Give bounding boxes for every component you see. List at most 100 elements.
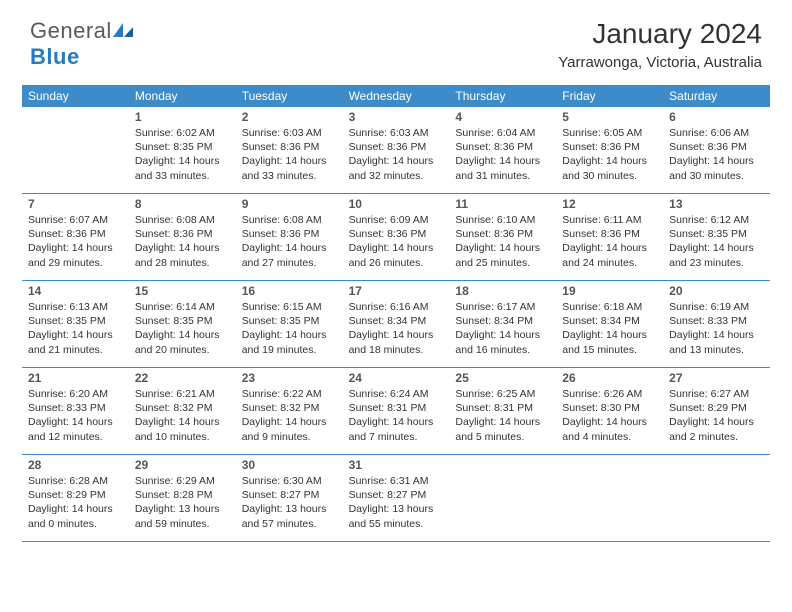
sunset-line: Sunset: 8:31 PM (349, 401, 444, 415)
daylight-line: and 33 minutes. (242, 169, 337, 183)
daylight-line: Daylight: 14 hours (669, 154, 764, 168)
day-number: 11 (455, 197, 550, 211)
day-number: 23 (242, 371, 337, 385)
sunrise-line: Sunrise: 6:14 AM (135, 300, 230, 314)
daylight-line: and 29 minutes. (28, 256, 123, 270)
sunrise-line: Sunrise: 6:29 AM (135, 474, 230, 488)
sunset-line: Sunset: 8:36 PM (349, 140, 444, 154)
logo-sail-icon (112, 18, 134, 44)
day-number: 31 (349, 458, 444, 472)
day-number: 8 (135, 197, 230, 211)
sunset-line: Sunset: 8:36 PM (669, 140, 764, 154)
daylight-line: and 15 minutes. (562, 343, 657, 357)
day-cell: 8Sunrise: 6:08 AMSunset: 8:36 PMDaylight… (129, 194, 236, 280)
day-cell: 10Sunrise: 6:09 AMSunset: 8:36 PMDayligh… (343, 194, 450, 280)
day-cell: 23Sunrise: 6:22 AMSunset: 8:32 PMDayligh… (236, 368, 343, 454)
daylight-line: Daylight: 14 hours (28, 328, 123, 342)
logo-text-b: Blue (30, 44, 80, 69)
dow-cell: Thursday (449, 85, 556, 107)
daylight-line: and 28 minutes. (135, 256, 230, 270)
daylight-line: Daylight: 14 hours (562, 328, 657, 342)
daylight-line: and 30 minutes. (562, 169, 657, 183)
day-cell: 18Sunrise: 6:17 AMSunset: 8:34 PMDayligh… (449, 281, 556, 367)
day-number: 5 (562, 110, 657, 124)
daylight-line: and 20 minutes. (135, 343, 230, 357)
day-number: 21 (28, 371, 123, 385)
day-number: 27 (669, 371, 764, 385)
daylight-line: Daylight: 14 hours (135, 241, 230, 255)
sunset-line: Sunset: 8:34 PM (562, 314, 657, 328)
day-cell: 16Sunrise: 6:15 AMSunset: 8:35 PMDayligh… (236, 281, 343, 367)
sunset-line: Sunset: 8:35 PM (669, 227, 764, 241)
sunset-line: Sunset: 8:35 PM (28, 314, 123, 328)
sunrise-line: Sunrise: 6:19 AM (669, 300, 764, 314)
daylight-line: and 55 minutes. (349, 517, 444, 531)
daylight-line: Daylight: 14 hours (562, 154, 657, 168)
sunrise-line: Sunrise: 6:09 AM (349, 213, 444, 227)
daylight-line: Daylight: 14 hours (455, 154, 550, 168)
sunrise-line: Sunrise: 6:11 AM (562, 213, 657, 227)
sunset-line: Sunset: 8:36 PM (455, 140, 550, 154)
sunset-line: Sunset: 8:36 PM (28, 227, 123, 241)
sunset-line: Sunset: 8:35 PM (135, 314, 230, 328)
sunrise-line: Sunrise: 6:16 AM (349, 300, 444, 314)
sunrise-line: Sunrise: 6:05 AM (562, 126, 657, 140)
sunset-line: Sunset: 8:27 PM (242, 488, 337, 502)
day-number: 24 (349, 371, 444, 385)
daylight-line: and 19 minutes. (242, 343, 337, 357)
daylight-line: Daylight: 14 hours (28, 241, 123, 255)
logo-text: General Blue (30, 18, 134, 70)
day-cell: 22Sunrise: 6:21 AMSunset: 8:32 PMDayligh… (129, 368, 236, 454)
sunset-line: Sunset: 8:36 PM (455, 227, 550, 241)
sunset-line: Sunset: 8:33 PM (28, 401, 123, 415)
daylight-line: Daylight: 13 hours (135, 502, 230, 516)
dow-cell: Saturday (663, 85, 770, 107)
day-number: 19 (562, 284, 657, 298)
daylight-line: and 57 minutes. (242, 517, 337, 531)
daylight-line: and 9 minutes. (242, 430, 337, 444)
daylight-line: Daylight: 14 hours (28, 415, 123, 429)
day-number: 26 (562, 371, 657, 385)
day-number: 22 (135, 371, 230, 385)
day-number: 20 (669, 284, 764, 298)
sunrise-line: Sunrise: 6:10 AM (455, 213, 550, 227)
sunset-line: Sunset: 8:29 PM (28, 488, 123, 502)
daylight-line: Daylight: 14 hours (455, 415, 550, 429)
day-cell: 3Sunrise: 6:03 AMSunset: 8:36 PMDaylight… (343, 107, 450, 193)
daylight-line: Daylight: 14 hours (135, 154, 230, 168)
day-cell: 26Sunrise: 6:26 AMSunset: 8:30 PMDayligh… (556, 368, 663, 454)
daylight-line: Daylight: 14 hours (455, 328, 550, 342)
sunset-line: Sunset: 8:34 PM (455, 314, 550, 328)
sunrise-line: Sunrise: 6:22 AM (242, 387, 337, 401)
day-cell: 9Sunrise: 6:08 AMSunset: 8:36 PMDaylight… (236, 194, 343, 280)
daylight-line: and 12 minutes. (28, 430, 123, 444)
dow-cell: Sunday (22, 85, 129, 107)
daylight-line: Daylight: 14 hours (135, 415, 230, 429)
daylight-line: and 18 minutes. (349, 343, 444, 357)
week-row: 21Sunrise: 6:20 AMSunset: 8:33 PMDayligh… (22, 368, 770, 455)
day-cell: 29Sunrise: 6:29 AMSunset: 8:28 PMDayligh… (129, 455, 236, 541)
daylight-line: Daylight: 14 hours (28, 502, 123, 516)
daylight-line: and 33 minutes. (135, 169, 230, 183)
sunrise-line: Sunrise: 6:13 AM (28, 300, 123, 314)
daylight-line: and 21 minutes. (28, 343, 123, 357)
day-number: 29 (135, 458, 230, 472)
day-cell: 31Sunrise: 6:31 AMSunset: 8:27 PMDayligh… (343, 455, 450, 541)
day-cell: 13Sunrise: 6:12 AMSunset: 8:35 PMDayligh… (663, 194, 770, 280)
day-cell: 27Sunrise: 6:27 AMSunset: 8:29 PMDayligh… (663, 368, 770, 454)
sunset-line: Sunset: 8:34 PM (349, 314, 444, 328)
sunrise-line: Sunrise: 6:30 AM (242, 474, 337, 488)
day-number: 10 (349, 197, 444, 211)
sunrise-line: Sunrise: 6:21 AM (135, 387, 230, 401)
sunrise-line: Sunrise: 6:08 AM (135, 213, 230, 227)
daylight-line: and 0 minutes. (28, 517, 123, 531)
day-number: 18 (455, 284, 550, 298)
day-number: 16 (242, 284, 337, 298)
day-number: 14 (28, 284, 123, 298)
daylight-line: and 13 minutes. (669, 343, 764, 357)
daylight-line: Daylight: 14 hours (669, 328, 764, 342)
week-row: 7Sunrise: 6:07 AMSunset: 8:36 PMDaylight… (22, 194, 770, 281)
day-number: 17 (349, 284, 444, 298)
daylight-line: and 23 minutes. (669, 256, 764, 270)
day-cell: 6Sunrise: 6:06 AMSunset: 8:36 PMDaylight… (663, 107, 770, 193)
